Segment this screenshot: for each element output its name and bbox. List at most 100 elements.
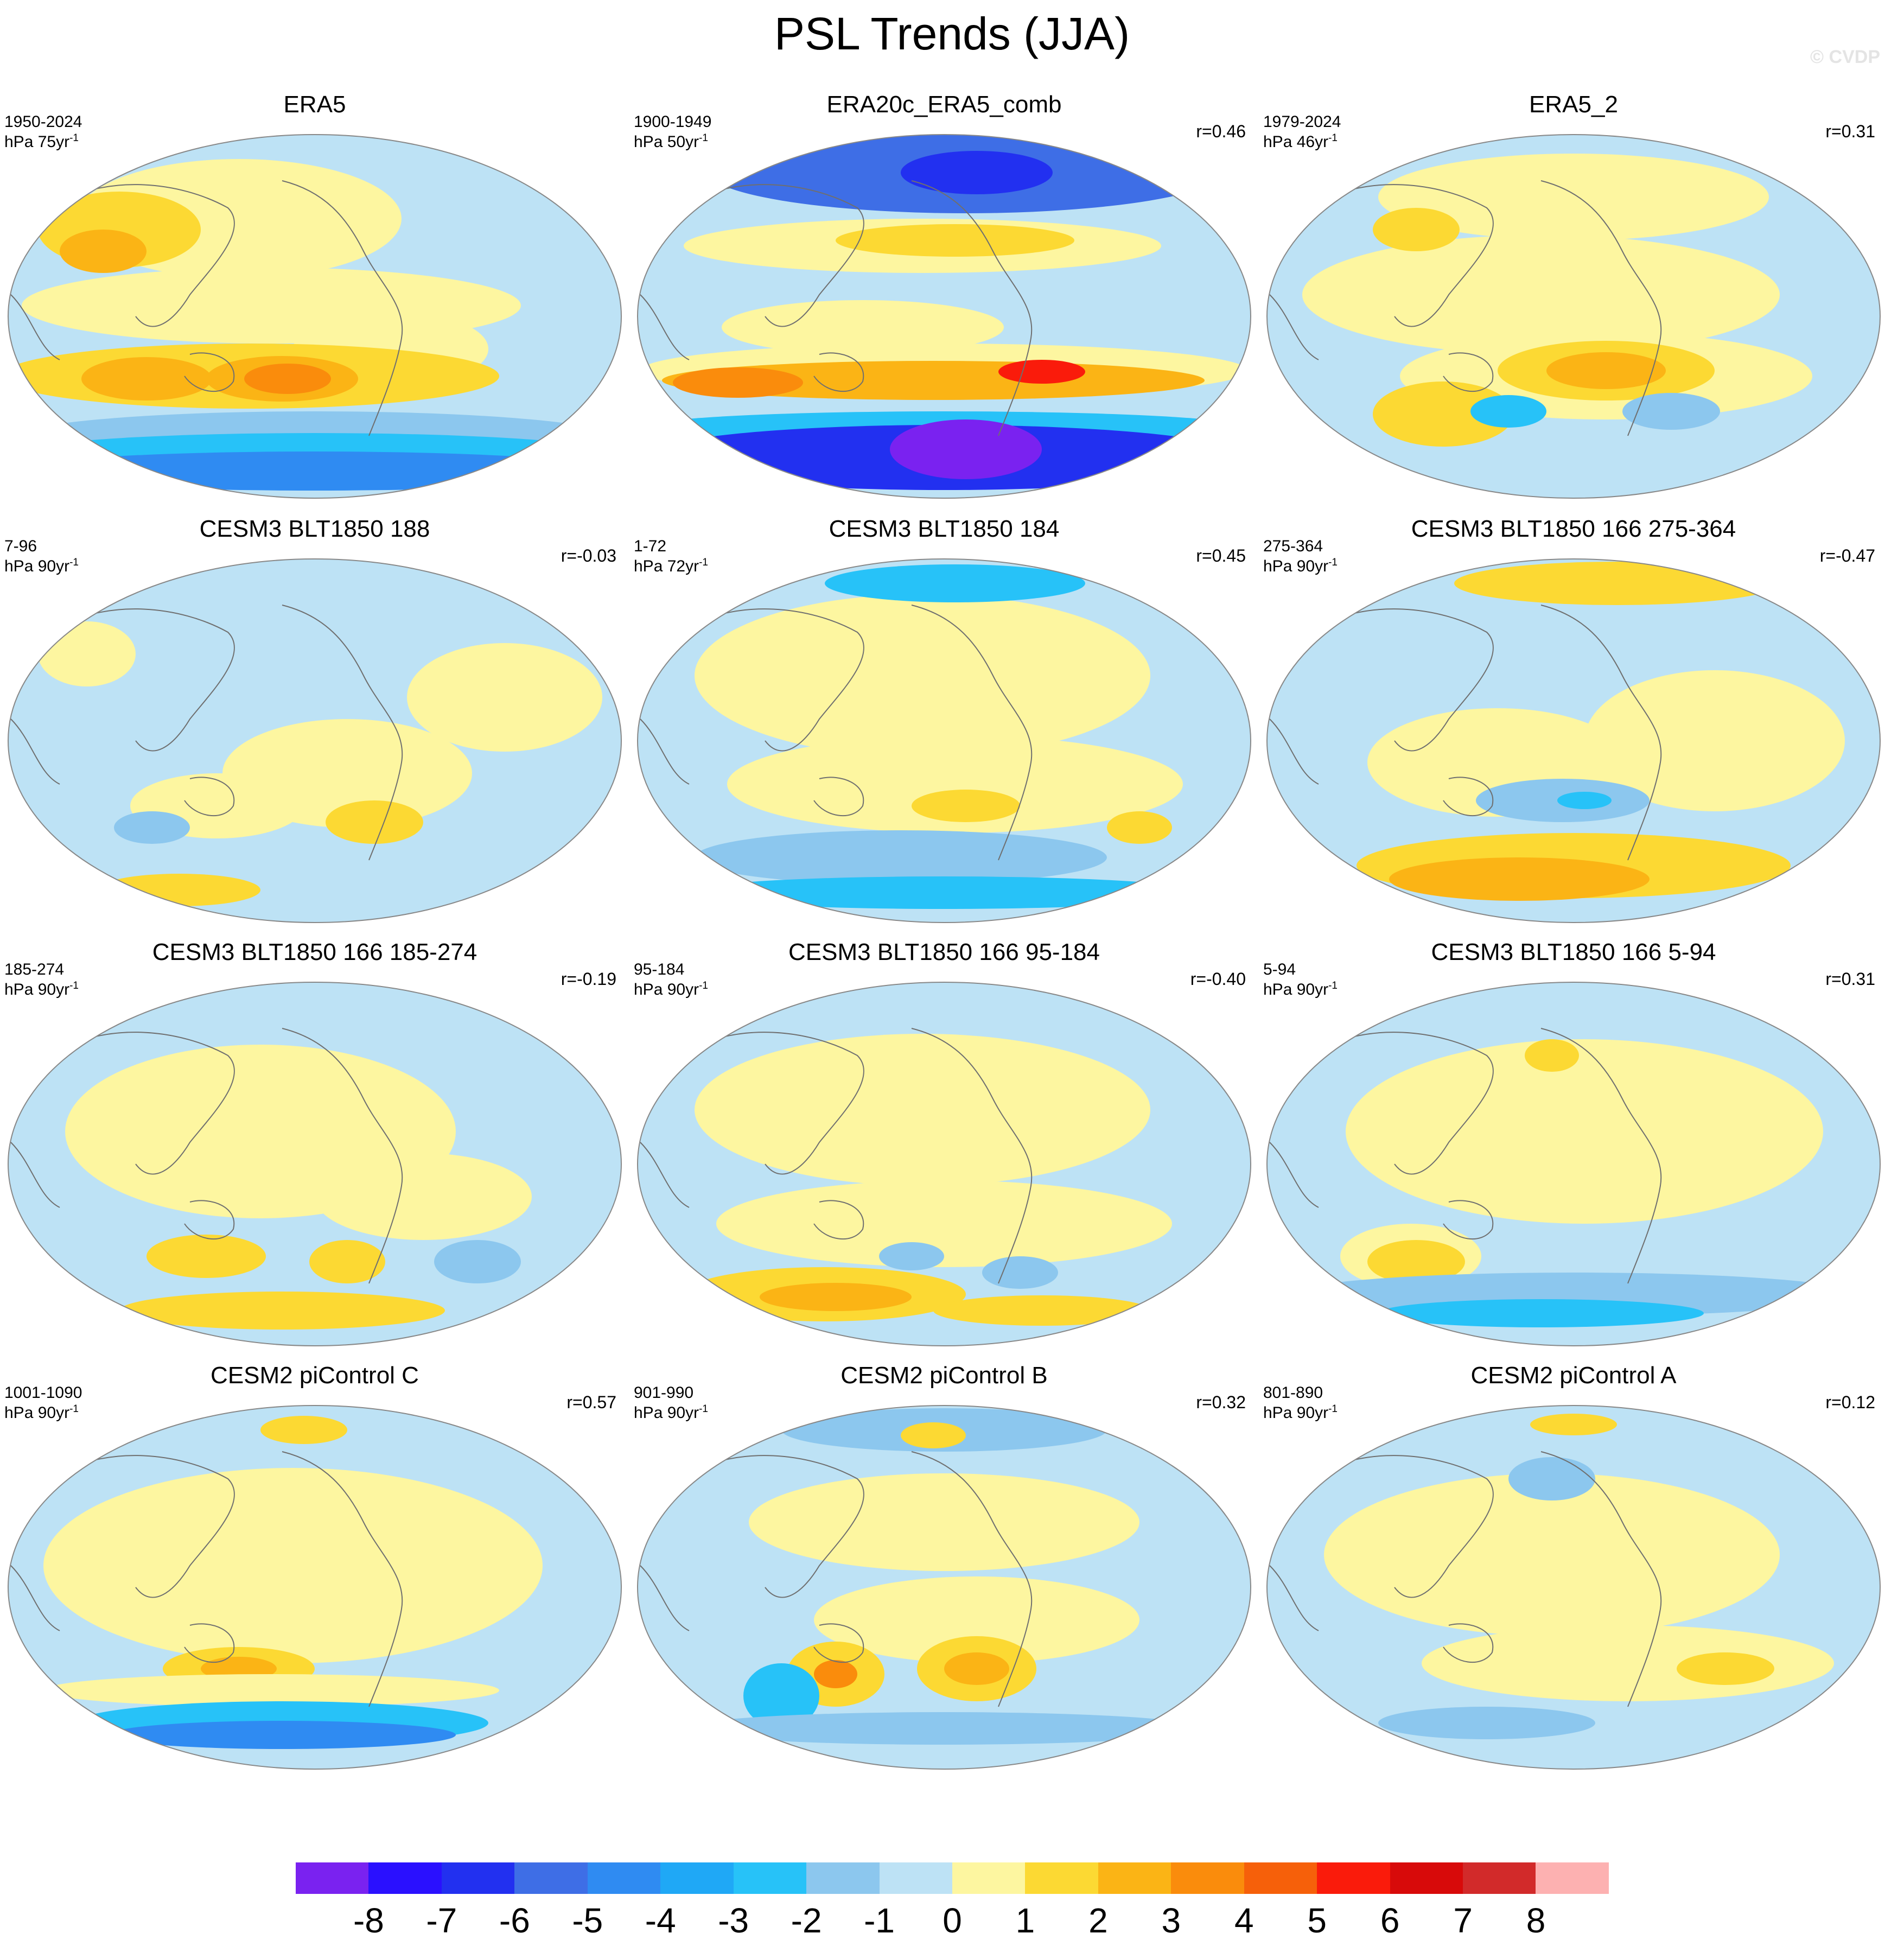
coastline: [1443, 1623, 1494, 1663]
panel-units: hPa 90yr-1: [634, 980, 708, 999]
trend-contour-region: [11, 451, 619, 491]
robinson-map: [1266, 982, 1881, 1346]
coastline: [282, 180, 403, 436]
coastline: [911, 1028, 1033, 1284]
trend-contour-region: [1107, 811, 1172, 844]
trend-contour-region: [114, 811, 190, 844]
panel-title: CESM2 piControl C: [211, 1362, 419, 1389]
colorbar-tick-label: -5: [572, 1901, 603, 1940]
robinson-map: [1266, 558, 1881, 923]
trend-contour-region: [1378, 154, 1769, 240]
robinson-map: [637, 982, 1251, 1346]
map-panel: CESM3 BLT1850 166 275-364 275-364 hPa 90yr…: [1259, 516, 1888, 928]
colorbar-tick-label: 1: [1015, 1901, 1035, 1940]
coastline: [640, 294, 690, 360]
coastline: [282, 605, 403, 861]
coastline: [689, 184, 864, 327]
trend-contour-region: [695, 594, 1150, 757]
robinson-map: [1266, 1405, 1881, 1770]
trend-contour-region: [98, 874, 260, 906]
coastline: [689, 608, 864, 752]
trend-contour-region: [1546, 352, 1666, 389]
trend-contour-region: [673, 367, 803, 398]
colorbar-box: [1098, 1862, 1171, 1894]
watermark: © CVDP: [1810, 47, 1880, 67]
panel-period: 901-990: [634, 1384, 694, 1402]
colorbar-box: [1463, 1862, 1536, 1894]
colorbar-box: [733, 1862, 807, 1894]
trend-contour-region: [1373, 381, 1514, 447]
colorbar-box: [879, 1862, 952, 1894]
coastline: [911, 1451, 1033, 1707]
map-panel: ERA5_2 1979-2024 hPa 46yr-1 r=0.31: [1259, 91, 1888, 504]
trend-contour-region: [695, 830, 1107, 885]
panel-units: hPa 75yr-1: [4, 132, 79, 151]
trend-contour-region: [1525, 1039, 1579, 1072]
coastline: [282, 1028, 403, 1284]
colorbar-box: [1025, 1862, 1098, 1894]
robinson-map: [1266, 134, 1881, 499]
trend-contour-region: [43, 1674, 499, 1707]
colorbar-tick-labels: -8 -7 -6 -5 -4 -3 -2 -1 0 1 2 3 4 5 6 7 8: [296, 1900, 1609, 1942]
colorbar-box: [296, 1862, 369, 1894]
map-border: [8, 558, 622, 923]
panel-period: 5-94: [1263, 961, 1296, 978]
trend-contour-region: [1622, 393, 1720, 430]
trend-contour-region: [38, 621, 136, 686]
trend-contour-region: [825, 564, 1085, 602]
trend-contour-region: [684, 876, 1205, 909]
panel-period: 1979-2024: [1263, 113, 1341, 131]
colorbar-box: [587, 1862, 661, 1894]
trend-contour-region: [1373, 208, 1460, 251]
coastline: [689, 1455, 864, 1598]
panel-title: ERA20c_ERA5_comb: [826, 91, 1062, 118]
coastline: [1318, 1455, 1494, 1598]
map-border: [637, 134, 1251, 499]
panel-correlation: r=-0.03: [561, 546, 616, 565]
trend-contour-region: [1677, 1652, 1774, 1685]
colorbar-box: [514, 1862, 588, 1894]
trend-contour-region: [890, 419, 1042, 479]
coastline: [59, 184, 235, 327]
colorbar-tick-label: -3: [718, 1901, 749, 1940]
colorbar-box: [660, 1862, 734, 1894]
trend-contour-region: [1470, 395, 1546, 428]
coastline: [184, 1623, 235, 1663]
trend-contour-region: [982, 1256, 1058, 1289]
colorbar-tick-label: 5: [1307, 1901, 1327, 1940]
coastline: [1269, 718, 1319, 785]
map-border: [1266, 134, 1881, 499]
trend-contour-region: [760, 1283, 912, 1311]
trend-contour-region: [836, 224, 1074, 257]
map-border: [637, 558, 1251, 923]
trend-contour-region: [933, 1295, 1150, 1326]
trend-contour-region: [1584, 670, 1845, 811]
robinson-map: [8, 982, 622, 1346]
trend-contour-region: [944, 1652, 1009, 1685]
coastline: [1540, 605, 1662, 861]
colorbar-box: [1317, 1862, 1390, 1894]
colorbar-tick-label: 3: [1161, 1901, 1181, 1940]
trend-contour-region: [743, 1663, 819, 1728]
coastline: [184, 1200, 235, 1240]
panel-period: 1950-2024: [4, 113, 82, 131]
robinson-map: [637, 558, 1251, 923]
trend-contour-region: [1389, 857, 1650, 901]
trend-contour-region: [901, 151, 1053, 194]
colorbar-tick-label: -2: [791, 1901, 822, 1940]
trend-contour-region: [1530, 1414, 1617, 1435]
panel-correlation: r=0.57: [566, 1392, 616, 1412]
map-panel: CESM2 piControl B 901-990 hPa 90yr-1 r=0.32: [629, 1362, 1259, 1775]
trend-contour-region: [727, 735, 1183, 833]
trend-contour-region: [716, 1180, 1172, 1267]
map-panel: ERA5 1950-2024 hPa 75yr-1: [0, 91, 629, 504]
colorbar-box: [1244, 1862, 1317, 1894]
trend-contour-region: [1454, 562, 1780, 605]
map-panel: ERA20c_ERA5_comb 1900-1949 hPa 50yr-1 r=0.4…: [629, 91, 1259, 504]
panel-title: ERA5_2: [1529, 91, 1618, 118]
colorbar-tick-label: 6: [1380, 1901, 1400, 1940]
robinson-map: [8, 558, 622, 923]
colorbar-box: [1171, 1862, 1244, 1894]
panel-period: 275-364: [1263, 537, 1323, 555]
coastline: [640, 1565, 690, 1631]
